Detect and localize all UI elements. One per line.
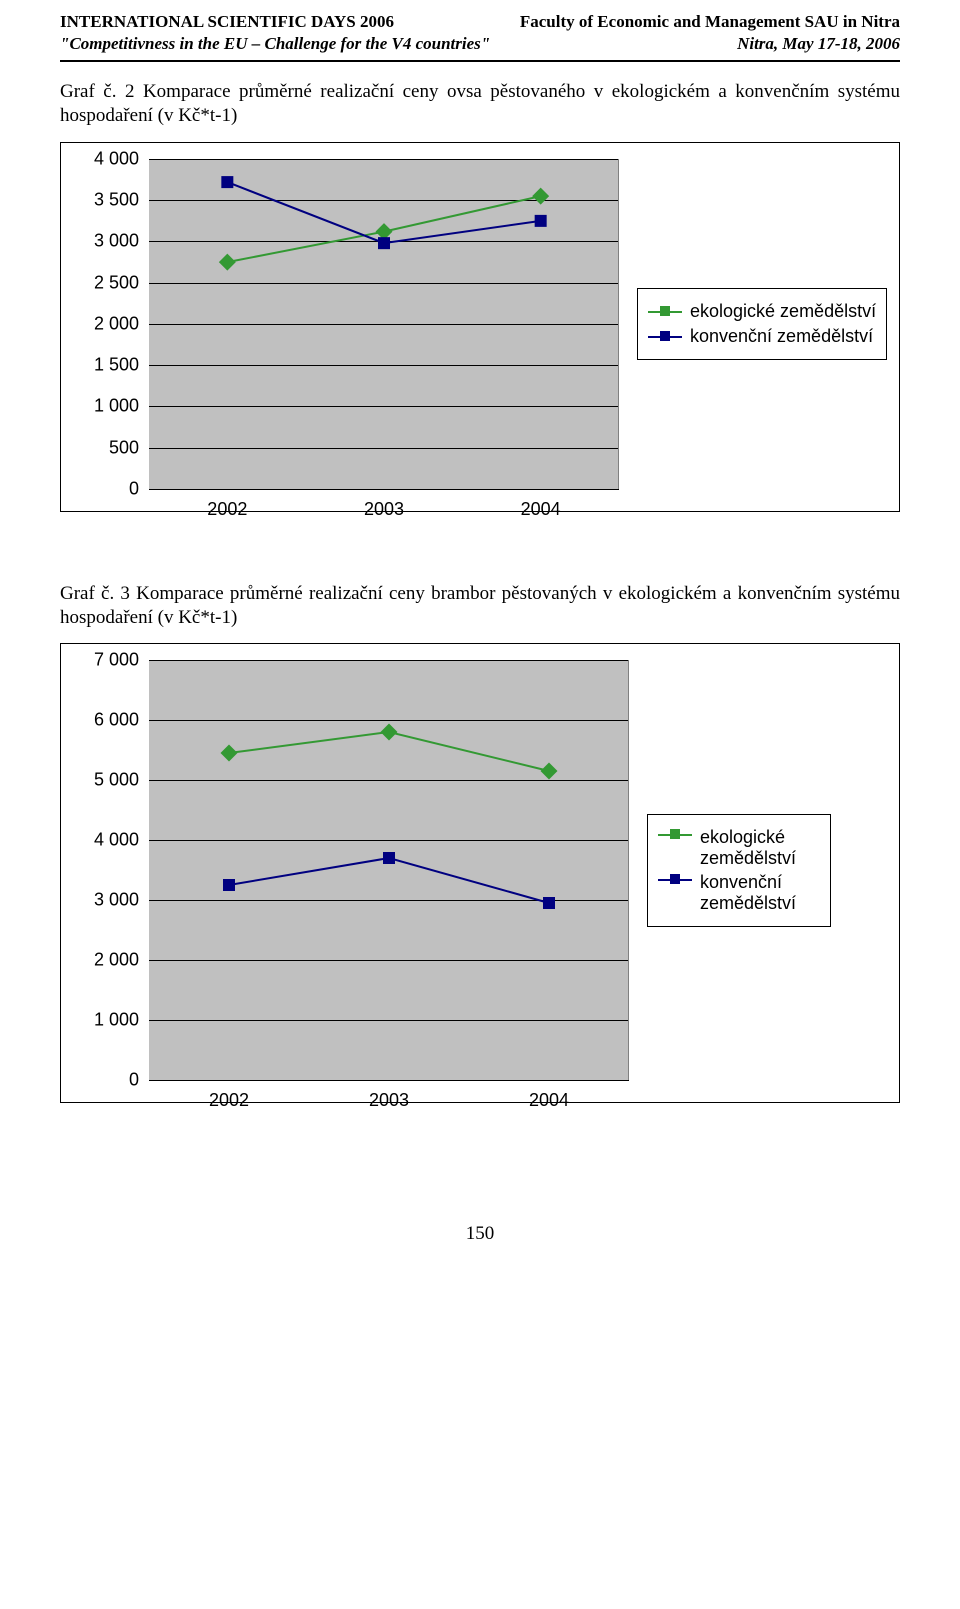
header-right-1: Faculty of Economic and Management SAU i… xyxy=(520,12,900,32)
chart2-frame: 05001 0001 5002 0002 5003 0003 5004 0002… xyxy=(60,142,900,512)
page-header-line1: INTERNATIONAL SCIENTIFIC DAYS 2006 Facul… xyxy=(60,12,900,32)
chart2-ytick: 3 500 xyxy=(94,190,149,211)
square-marker-icon xyxy=(670,874,680,884)
chart3-ytick: 3 000 xyxy=(94,890,149,911)
chart3-frame: 01 0002 0003 0004 0005 0006 0007 0002002… xyxy=(60,643,900,1103)
chart3-legend-label: ekologické zemědělství xyxy=(700,827,820,868)
page-header-line2: "Competitivness in the EU – Challenge fo… xyxy=(60,34,900,54)
chart2-legend-swatch xyxy=(648,304,682,318)
chart3-marker xyxy=(541,763,558,780)
chart3-legend-label: konvenční zemědělství xyxy=(700,872,820,913)
chart2-marker xyxy=(219,254,236,271)
chart2-legend-item: konvenční zemědělství xyxy=(648,326,876,347)
chart2-marker xyxy=(221,176,233,188)
chart2-marker xyxy=(535,215,547,227)
chart3-ytick: 6 000 xyxy=(94,710,149,731)
chart2-legend: ekologické zemědělství konvenční zeměděls… xyxy=(637,288,887,360)
chart3-legend-swatch xyxy=(658,872,692,886)
chart2-xtick: 2004 xyxy=(521,489,561,520)
chart3-ytick: 7 000 xyxy=(94,650,149,671)
chart3-ytick: 5 000 xyxy=(94,770,149,791)
chart3-xtick: 2003 xyxy=(369,1080,409,1111)
header-right-2: Nitra, May 17-18, 2006 xyxy=(737,34,900,54)
chart2-ytick: 2 000 xyxy=(94,313,149,334)
chart3-legend-swatch xyxy=(658,827,692,841)
chart2-marker xyxy=(532,188,549,205)
chart3-marker xyxy=(543,897,555,909)
chart2-xtick: 2002 xyxy=(207,489,247,520)
chart2-plot: 05001 0001 5002 0002 5003 0003 5004 0002… xyxy=(149,159,619,489)
chart3-xtick: 2004 xyxy=(529,1080,569,1111)
square-marker-icon xyxy=(660,331,670,341)
chart2-legend-swatch xyxy=(648,329,682,343)
chart2-xtick: 2003 xyxy=(364,489,404,520)
chart3-series xyxy=(149,660,629,1080)
chart3-ytick: 1 000 xyxy=(94,1010,149,1031)
chart2-series xyxy=(149,159,619,489)
chart2-legend-label: konvenční zemědělství xyxy=(690,326,873,347)
chart2-marker xyxy=(378,237,390,249)
chart3-marker xyxy=(221,745,238,762)
chart3-marker xyxy=(381,724,398,741)
chart2-legend-item: ekologické zemědělství xyxy=(648,301,876,322)
diamond-marker-icon xyxy=(670,829,680,839)
header-left-1: INTERNATIONAL SCIENTIFIC DAYS 2006 xyxy=(60,12,394,32)
header-rule xyxy=(60,60,900,62)
chart3-marker xyxy=(223,879,235,891)
chart2-legend-label: ekologické zemědělství xyxy=(690,301,876,322)
diamond-marker-icon xyxy=(660,306,670,316)
chart2-caption: Graf č. 2 Komparace průměrné realizační … xyxy=(60,80,900,128)
chart3-plot: 01 0002 0003 0004 0005 0006 0007 0002002… xyxy=(149,660,629,1080)
chart2-ytick: 1 500 xyxy=(94,355,149,376)
page-number: 150 xyxy=(60,1223,900,1245)
page: INTERNATIONAL SCIENTIFIC DAYS 2006 Facul… xyxy=(0,0,960,1285)
chart3-marker xyxy=(383,852,395,864)
chart3-line xyxy=(229,858,549,903)
chart3-ytick: 2 000 xyxy=(94,950,149,971)
chart3-ytick: 0 xyxy=(129,1070,149,1091)
chart3-legend-item: ekologické zemědělství xyxy=(658,827,820,868)
chart2-ytick: 4 000 xyxy=(94,148,149,169)
chart3-caption: Graf č. 3 Komparace průměrné realizační … xyxy=(60,582,900,630)
chart2-ytick: 3 000 xyxy=(94,231,149,252)
chart3-legend: ekologické zemědělstvíkonvenční zeměděls… xyxy=(647,814,831,927)
chart2-ytick: 1 000 xyxy=(94,396,149,417)
chart2-ytick: 0 xyxy=(129,478,149,499)
header-left-2: "Competitivness in the EU – Challenge fo… xyxy=(60,34,490,54)
chart3-legend-item: konvenční zemědělství xyxy=(658,872,820,913)
chart3-ytick: 4 000 xyxy=(94,830,149,851)
chart2-ytick: 500 xyxy=(109,437,149,458)
chart3-xtick: 2002 xyxy=(209,1080,249,1111)
chart2-ytick: 2 500 xyxy=(94,272,149,293)
